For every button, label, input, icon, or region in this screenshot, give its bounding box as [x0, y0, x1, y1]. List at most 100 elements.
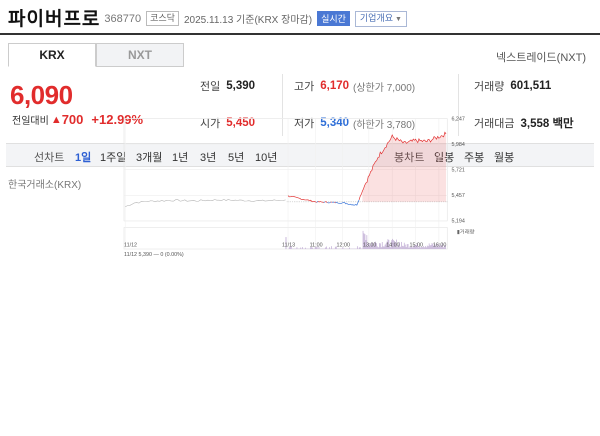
volume-bar	[371, 242, 372, 250]
y-tick-label: 6,247	[451, 116, 464, 122]
realtime-button[interactable]: 실시간	[317, 11, 350, 26]
volume-bar	[445, 245, 446, 250]
period-5y[interactable]: 5년	[228, 152, 245, 164]
volume-bar	[436, 246, 438, 250]
nxt-link[interactable]: 넥스트레이드(NXT)	[495, 52, 586, 64]
volume-bar	[442, 243, 443, 250]
volume-bar	[428, 243, 430, 250]
volume-bar	[416, 244, 417, 250]
volume-bar	[356, 246, 358, 250]
period-1y[interactable]: 1년	[172, 152, 189, 164]
stock-code: 368770	[104, 13, 142, 25]
tab-nxt[interactable]: NXT	[96, 43, 184, 67]
period-10y[interactable]: 10년	[255, 152, 278, 164]
price-line-up	[317, 200, 324, 203]
volume-bar	[401, 241, 402, 250]
stats-divider	[282, 74, 283, 136]
candle-chart-label: 봉차트	[394, 152, 425, 164]
y-tick-label: 5,721	[451, 167, 464, 173]
volume-bar	[374, 242, 375, 250]
volume-bar	[370, 245, 371, 250]
volume-bar	[397, 247, 398, 250]
x-tick-label: 11/13	[282, 243, 295, 249]
volume-bar	[363, 233, 365, 250]
price-line-down	[335, 199, 360, 206]
volume-bar	[311, 247, 312, 250]
volume-bar	[372, 242, 373, 250]
stat-label: 시가	[200, 118, 221, 130]
volume-bar	[394, 240, 395, 250]
volume-bar	[325, 247, 326, 250]
volume-bar	[441, 245, 442, 250]
stat-value: 5,340	[320, 117, 350, 129]
price-line-up	[287, 195, 317, 203]
volume-bar	[393, 240, 394, 250]
volume-bar	[300, 247, 302, 250]
volume-bar	[426, 245, 428, 250]
price-line-down	[327, 201, 331, 204]
tab-krx[interactable]: KRX	[8, 43, 96, 67]
current-price: 6,090	[10, 80, 73, 110]
period-3m[interactable]: 3개월	[136, 152, 163, 164]
volume-bar	[349, 247, 350, 250]
volume-bar	[429, 245, 431, 250]
volume-bar	[315, 247, 317, 250]
chart-grid	[123, 118, 448, 250]
period-3y[interactable]: 3년	[200, 152, 217, 164]
volume-bar	[384, 244, 386, 250]
volume-bar	[326, 246, 327, 250]
volume-bar	[411, 246, 413, 250]
volume-bar	[400, 246, 401, 250]
volume-bar	[415, 244, 417, 250]
gain-area	[362, 132, 447, 202]
volume-bar	[405, 247, 407, 250]
volume-bar	[334, 246, 336, 250]
price-change: 전일대비 ▲ 700 +12.99%	[12, 112, 143, 127]
up-triangle-icon: ▲	[50, 113, 62, 126]
company-info-dropdown[interactable]: 기업개요 ▼	[354, 10, 407, 27]
volume-bar	[296, 247, 298, 250]
volume-bar	[407, 244, 409, 250]
volume-bar	[421, 247, 422, 250]
volume-bar	[379, 243, 380, 250]
volume-bar	[362, 230, 364, 250]
period-1d[interactable]: 1일	[75, 152, 92, 164]
volume-bar	[414, 245, 416, 250]
stat-trade-value: 거래대금 3,558 백만	[474, 115, 574, 131]
y-tick-label: 5,984	[451, 142, 464, 148]
stat-high: 고가 6,170 (상한가 7,000)	[294, 78, 415, 94]
volume-bar	[378, 247, 379, 250]
volume-bar	[380, 247, 382, 250]
volume-bar	[288, 247, 290, 250]
candle-monthly[interactable]: 월봉	[494, 152, 515, 164]
volume-bar	[369, 244, 371, 250]
price-stats: 전일 5,390 시가 5,450 고가 6,170 (상한가 7,000) 저…	[182, 70, 592, 140]
volume-bar	[419, 245, 420, 250]
stat-value: 3,558 백만	[520, 118, 574, 130]
volume-bar	[423, 246, 424, 250]
volume-bar	[365, 240, 367, 250]
volume-bar	[318, 246, 320, 250]
stock-header: 파이버프로 368770 코스닥 2025.11.13 기준(KRX 장마감) …	[8, 6, 407, 30]
stat-value: 5,450	[226, 117, 256, 129]
volume-bar	[289, 246, 291, 250]
candle-weekly[interactable]: 주봉	[464, 152, 485, 164]
volume-bar	[438, 246, 440, 250]
volume-bar	[431, 243, 433, 250]
period-1w[interactable]: 1주일	[100, 152, 127, 164]
volume-bar	[392, 238, 394, 250]
y-tick-label: 5,457	[451, 193, 464, 199]
volume-bar	[376, 243, 377, 250]
price-lines	[125, 131, 448, 207]
chevron-down-icon: ▼	[395, 15, 402, 23]
intraday-chart[interactable]: 6,247 5,984 5,721 5,457 5,194 11/12 11/13 11:0…	[0, 0, 600, 261]
volume-bar	[418, 247, 419, 250]
volume-bar	[422, 247, 423, 250]
volume-bar	[389, 245, 391, 250]
price-line-down	[316, 201, 319, 203]
stats-divider	[458, 74, 459, 136]
volume-bar	[311, 247, 313, 250]
x-tick-label: 14:00	[386, 243, 399, 249]
volume-bar	[437, 243, 439, 250]
volume-bar	[427, 246, 429, 250]
